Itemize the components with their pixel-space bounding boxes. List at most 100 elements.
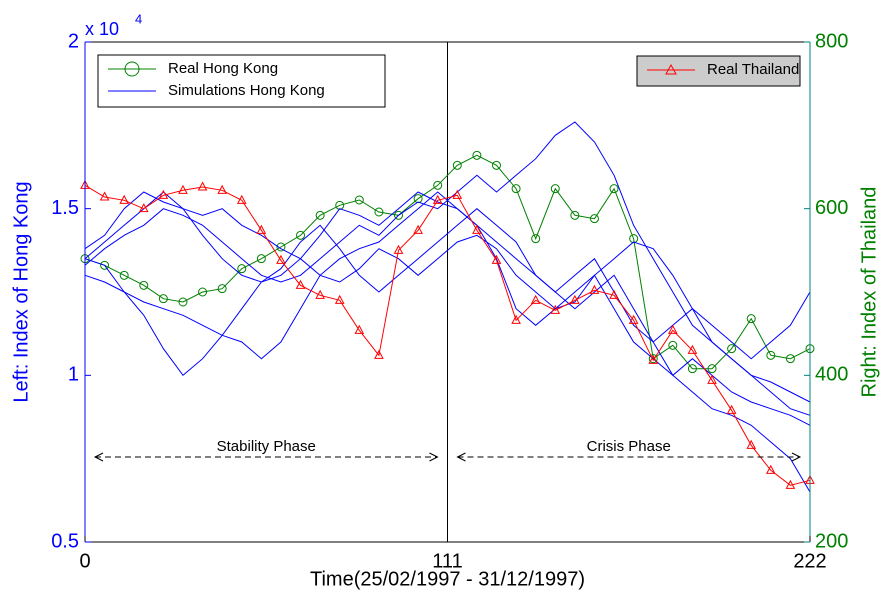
- series-line: [84, 191, 811, 403]
- marker-circle: [746, 314, 756, 324]
- marker-triangle: [178, 184, 188, 194]
- marker-triangle: [550, 304, 561, 314]
- marker-circle: [550, 184, 560, 194]
- marker-circle: [687, 364, 697, 374]
- marker-triangle: [334, 294, 345, 304]
- marker-circle: [178, 297, 188, 307]
- marker-triangle: [197, 181, 208, 191]
- marker-circle: [472, 150, 482, 160]
- legend-label: Real Hong Kong: [168, 60, 278, 77]
- marker-circle: [354, 195, 364, 205]
- marker-triangle: [217, 184, 227, 194]
- marker-circle: [139, 280, 149, 290]
- marker-triangle: [413, 224, 423, 234]
- marker-triangle: [432, 194, 443, 204]
- x-tick-label: 0: [79, 550, 90, 572]
- annotation-bg: [214, 439, 319, 455]
- marker-circle: [511, 184, 521, 194]
- marker-triangle: [236, 194, 247, 204]
- marker-triangle: [138, 203, 149, 213]
- y2-tick-label: 800: [815, 30, 848, 52]
- series-line: [84, 154, 811, 370]
- marker-circle: [256, 254, 266, 264]
- legend-marker: [665, 63, 677, 75]
- marker-triangle: [354, 324, 365, 334]
- marker-triangle: [589, 284, 600, 294]
- marker-triangle: [746, 439, 757, 449]
- series-line: [84, 191, 811, 493]
- annotation: Crisis Phase: [587, 438, 671, 455]
- marker-circle: [433, 180, 443, 190]
- y-multiplier: x 10: [85, 19, 119, 39]
- x-tick-label: 111: [432, 550, 462, 572]
- annotation-bg: [576, 439, 681, 455]
- marker-triangle: [472, 224, 482, 234]
- marker-circle: [394, 210, 404, 220]
- marker-triangle: [511, 314, 521, 324]
- marker-circle: [374, 207, 384, 217]
- marker-triangle: [530, 294, 541, 304]
- y-tick-label: 1: [68, 364, 79, 386]
- marker-circle: [217, 284, 227, 294]
- marker-circle: [727, 344, 737, 354]
- y2-tick-label: 200: [815, 530, 848, 552]
- marker-circle: [570, 210, 580, 220]
- marker-circle: [100, 260, 110, 270]
- marker-circle: [629, 234, 639, 244]
- marker-circle: [531, 234, 541, 244]
- marker-triangle: [726, 404, 737, 414]
- y-tick-label: 0.5: [51, 530, 79, 552]
- marker-triangle: [295, 279, 306, 289]
- marker-circle: [609, 184, 619, 194]
- marker-circle: [589, 214, 599, 224]
- arrow-head: [791, 452, 802, 462]
- y-axis-label: Left: Index of Hong Kong: [10, 181, 32, 402]
- marker-circle: [296, 230, 306, 240]
- series-line: [84, 191, 811, 360]
- marker-triangle: [452, 189, 463, 199]
- arrow-head: [93, 452, 104, 462]
- marker-circle: [158, 294, 168, 304]
- y-multiplier-exp: 4: [135, 11, 142, 26]
- arrow-head: [429, 452, 439, 462]
- marker-triangle: [687, 344, 698, 354]
- legend-box: [97, 54, 386, 108]
- marker-circle: [668, 340, 678, 350]
- marker-triangle: [393, 244, 404, 254]
- marker-circle: [648, 354, 658, 364]
- y2-axis-label: Right: Index of Thailand: [858, 187, 880, 398]
- marker-circle: [491, 160, 501, 170]
- legend-box: [636, 55, 801, 87]
- marker-triangle: [648, 354, 659, 364]
- marker-triangle: [765, 464, 776, 474]
- marker-triangle: [256, 224, 267, 234]
- marker-circle: [237, 264, 247, 274]
- x-tick-label: 222: [793, 550, 826, 572]
- marker-triangle: [99, 191, 110, 201]
- marker-triangle: [158, 189, 169, 199]
- legend-label: Real Thailand: [707, 61, 799, 78]
- marker-circle: [315, 210, 325, 220]
- marker-circle: [119, 270, 129, 280]
- y2-tick-label: 600: [815, 197, 848, 219]
- series-line: [84, 191, 811, 426]
- annotation: Stability Phase: [217, 438, 316, 455]
- marker-triangle: [119, 194, 130, 204]
- marker-circle: [707, 364, 717, 374]
- y-tick-label: 1.5: [51, 197, 79, 219]
- marker-triangle: [668, 324, 678, 334]
- arrow-head: [456, 452, 466, 462]
- marker-triangle: [374, 349, 384, 359]
- marker-circle: [766, 350, 776, 360]
- marker-circle: [276, 242, 286, 252]
- marker-triangle: [785, 479, 796, 489]
- x-axis-label: Time(25/02/1997 - 31/12/1997): [310, 568, 585, 590]
- marker-triangle: [315, 289, 325, 299]
- marker-circle: [413, 194, 423, 204]
- marker-circle: [785, 354, 795, 364]
- y2-tick-label: 400: [815, 364, 848, 386]
- legend-marker: [124, 61, 140, 77]
- marker-triangle: [609, 289, 619, 299]
- marker-circle: [198, 287, 208, 297]
- marker-triangle: [707, 374, 717, 384]
